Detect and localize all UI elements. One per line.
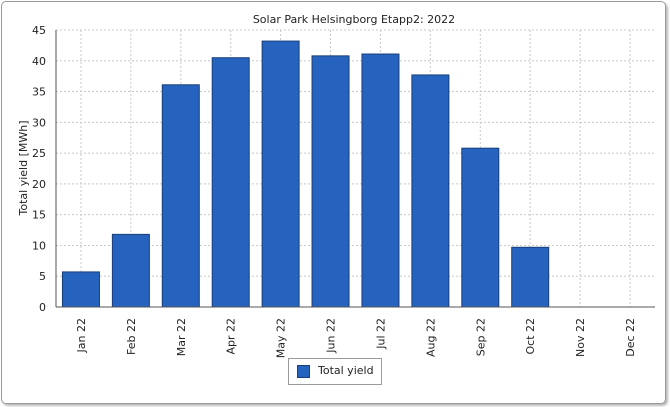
y-axis-label: Total yield [MWh] xyxy=(17,121,30,217)
y-tick-label: 10 xyxy=(32,239,46,252)
bar xyxy=(461,147,500,308)
bar xyxy=(411,74,450,308)
x-tick-label: Jul 22 xyxy=(374,318,387,350)
y-tick-label: 0 xyxy=(39,301,46,314)
axes-group xyxy=(55,30,655,308)
bar xyxy=(111,233,150,308)
legend-swatch xyxy=(297,365,310,378)
bar xyxy=(161,84,200,308)
bars-group xyxy=(61,40,550,308)
x-tick-label: May 22 xyxy=(275,318,288,358)
bar xyxy=(261,40,300,308)
bar xyxy=(311,55,350,308)
bar xyxy=(61,271,100,308)
y-tick-label: 35 xyxy=(32,86,46,99)
y-axis-ticks: 0 5 10 15 20 25 30 35 40 45 xyxy=(32,24,46,314)
bar xyxy=(361,53,400,308)
legend: Total yield xyxy=(288,358,382,385)
x-tick-label: Jan 22 xyxy=(75,318,88,353)
x-tick-label: Apr 22 xyxy=(225,318,238,355)
bar xyxy=(511,246,550,308)
x-tick-label: Aug 22 xyxy=(424,318,437,357)
y-tick-label: 45 xyxy=(32,24,46,37)
x-tick-label: Oct 22 xyxy=(524,318,537,355)
x-tick-label: Dec 22 xyxy=(624,318,637,357)
x-axis-ticks: Jan 22 Feb 22 Mar 22 Apr 22 May 22 Jun 22 Jul … xyxy=(75,318,637,358)
y-tick-label: 15 xyxy=(32,209,46,222)
x-tick-label: Nov 22 xyxy=(574,318,587,357)
y-tick-label: 20 xyxy=(32,178,46,191)
y-tick-label: 40 xyxy=(32,55,46,68)
y-tick-label: 30 xyxy=(32,116,46,129)
y-tick-label: 25 xyxy=(32,147,46,160)
plot-area xyxy=(56,30,655,307)
bar xyxy=(211,57,250,308)
chart-title: Solar Park Helsingborg Etapp2: 2022 xyxy=(253,13,455,26)
x-tick-label: Mar 22 xyxy=(175,318,188,356)
x-tick-label: Feb 22 xyxy=(125,318,138,355)
x-tick-label: Jun 22 xyxy=(325,318,338,354)
y-tick-label: 5 xyxy=(39,270,46,283)
legend-label: Total yield xyxy=(318,364,374,377)
x-tick-label: Sep 22 xyxy=(474,318,487,356)
grid-lines xyxy=(56,29,655,307)
